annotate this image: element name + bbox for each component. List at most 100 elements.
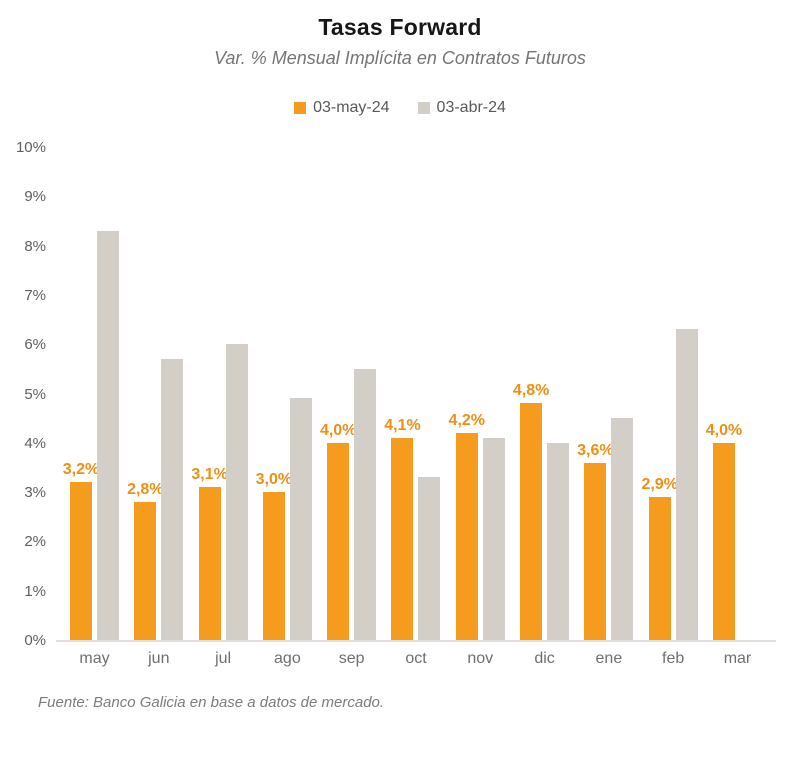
bar-slot (675, 149, 698, 640)
x-tick-label-oct: oct (405, 650, 427, 667)
legend-swatch-gray (417, 102, 430, 114)
bar-value-label: 3,0% (255, 471, 293, 489)
legend-item-03-abr-24: 03-abr-24 (417, 99, 506, 117)
x-tick-label-jun: jun (148, 650, 170, 667)
bar-slot: 2,8% (127, 149, 164, 640)
bar-03-abr-24-oct (418, 477, 441, 640)
bar-value-label: 3,2% (62, 461, 100, 479)
legend-label: 03-may-24 (313, 99, 390, 116)
chart-subtitle: Var. % Mensual Implícita en Contratos Fu… (214, 48, 586, 68)
bar-value-label: 2,8% (127, 480, 164, 498)
bar-value-label: 4,8% (512, 382, 550, 400)
legend: 03-may-24 03-abr-24 (0, 99, 800, 117)
y-tick-label: 3% (24, 484, 46, 502)
chart-title: Tasas Forward (318, 14, 482, 40)
bar-slot (740, 149, 762, 640)
y-tick-label: 10% (15, 139, 46, 156)
bar-group-jun: 2,8% (127, 149, 184, 640)
bar-slot: 4,0% (706, 149, 742, 640)
bar-slot (161, 149, 184, 640)
y-tick-label: 6% (24, 336, 46, 354)
legend-swatch-orange (294, 102, 307, 114)
bar-value-label: 3,6% (577, 441, 614, 459)
bar-03-abr-24-ene (611, 418, 634, 640)
bar-slot (547, 149, 570, 640)
plot-area: 3,2% 2,8% 3,1% 3,0% 4,0% 4,1% 4,2% 4,8% 3,6% 2,9%… (56, 149, 776, 642)
bar-slot (354, 149, 377, 640)
y-tick-label: 9% (24, 188, 46, 206)
bar-03-may-24-oct: 4,1% (384, 417, 421, 640)
bar-slot: 3,6% (577, 149, 614, 640)
bar-value-label: 4,0% (319, 421, 357, 439)
bar-slot (418, 149, 441, 640)
bar-03-may-24-jun: 2,8% (127, 481, 164, 640)
bar-slot: 4,2% (449, 149, 485, 640)
x-tick-label-feb: feb (662, 650, 685, 667)
bar-slot (97, 149, 119, 640)
y-tick-label: 5% (24, 385, 46, 403)
bar-slot (289, 149, 312, 640)
bar-03-abr-24-jul (225, 344, 248, 640)
y-tick-label: 7% (24, 286, 46, 304)
bar-value-label: 4,2% (448, 411, 486, 429)
legend-label: 03-abr-24 (436, 99, 506, 116)
bar-group-feb: 2,9% (641, 149, 698, 640)
bar-03-abr-24-sep (354, 368, 377, 640)
bar-slot: 3,1% (191, 149, 228, 640)
bar-group-nov: 4,2% (449, 149, 505, 640)
x-tick-label-ago: ago (274, 650, 301, 667)
x-tick-label-nov: nov (467, 650, 494, 667)
bar-group-ago: 3,0% (256, 149, 312, 640)
bar-slot: 3,2% (63, 149, 99, 640)
bar-03-may-24-ene: 3,6% (577, 442, 614, 640)
bar-group-jul: 3,1% (191, 149, 248, 640)
bar-slot (225, 149, 248, 640)
bar-slot: 3,0% (256, 149, 292, 640)
bar-03-may-24-sep: 4,0% (320, 422, 356, 640)
x-tick-label-mar: mar (723, 650, 752, 667)
bar-03-may-24-dic: 4,8% (513, 382, 549, 640)
bar-slot: 4,8% (513, 149, 549, 640)
x-axis: may jun jul ago sep oct nov dic ene feb mar (56, 642, 776, 668)
bar-03-may-24-mar: 4,0% (706, 422, 742, 640)
bar-group-oct: 4,1% (384, 149, 441, 640)
bar-group-may: 3,2% (63, 149, 119, 640)
bar-value-label: 4,0% (705, 421, 743, 439)
x-tick-label-ene: ene (595, 650, 623, 667)
x-tick-label-sep: sep (338, 650, 365, 667)
bar-group-sep: 4,0% (320, 149, 377, 640)
bar-03-abr-24-may (97, 230, 119, 640)
bar-value-label: 2,9% (641, 476, 678, 494)
bar-03-abr-24-feb (675, 329, 698, 640)
bar-03-may-24-may: 3,2% (63, 461, 99, 640)
bar-slot (611, 149, 634, 640)
y-tick-label: 4% (24, 434, 46, 452)
bar-03-abr-24-dic (547, 442, 570, 640)
y-tick-label: 2% (24, 533, 46, 551)
bar-slot: 2,9% (641, 149, 678, 640)
legend-item-03-may-24: 03-may-24 (294, 99, 390, 117)
bar-value-label: 4,1% (384, 416, 421, 434)
bar-group-ene: 3,6% (577, 149, 634, 640)
y-tick-label: 1% (24, 582, 46, 600)
bar-03-abr-24-nov (482, 437, 505, 640)
x-tick-label-dic: dic (534, 650, 555, 667)
chart-area: 0% 1% 2% 3% 4% 5% 6% 7% 8% 9% 10% 3,2% 2,8% 3,1% 3,0%… (0, 139, 800, 649)
x-tick-label-jul: jul (215, 650, 232, 667)
bar-03-may-24-jul: 3,1% (191, 466, 228, 640)
bar-03-may-24-nov: 4,2% (449, 412, 485, 640)
bar-group-mar: 4,0% (706, 149, 762, 640)
bar-slot: 4,0% (320, 149, 356, 640)
bar-slot: 4,1% (384, 149, 421, 640)
bar-03-abr-24-ago (289, 398, 312, 640)
x-tick-label-may: may (79, 650, 110, 667)
source-note: Fuente: Banco Galicia en base a datos de… (38, 694, 385, 711)
bar-03-may-24-feb: 2,9% (641, 476, 678, 640)
bar-slot (482, 149, 505, 640)
bar-value-label: 3,1% (191, 466, 228, 484)
bar-03-may-24-ago: 3,0% (256, 471, 292, 640)
y-axis: 0% 1% 2% 3% 4% 5% 6% 7% 8% 9% 10% (0, 139, 56, 649)
y-tick-label: 8% (24, 237, 46, 255)
bar-group-dic: 4,8% (513, 149, 570, 640)
